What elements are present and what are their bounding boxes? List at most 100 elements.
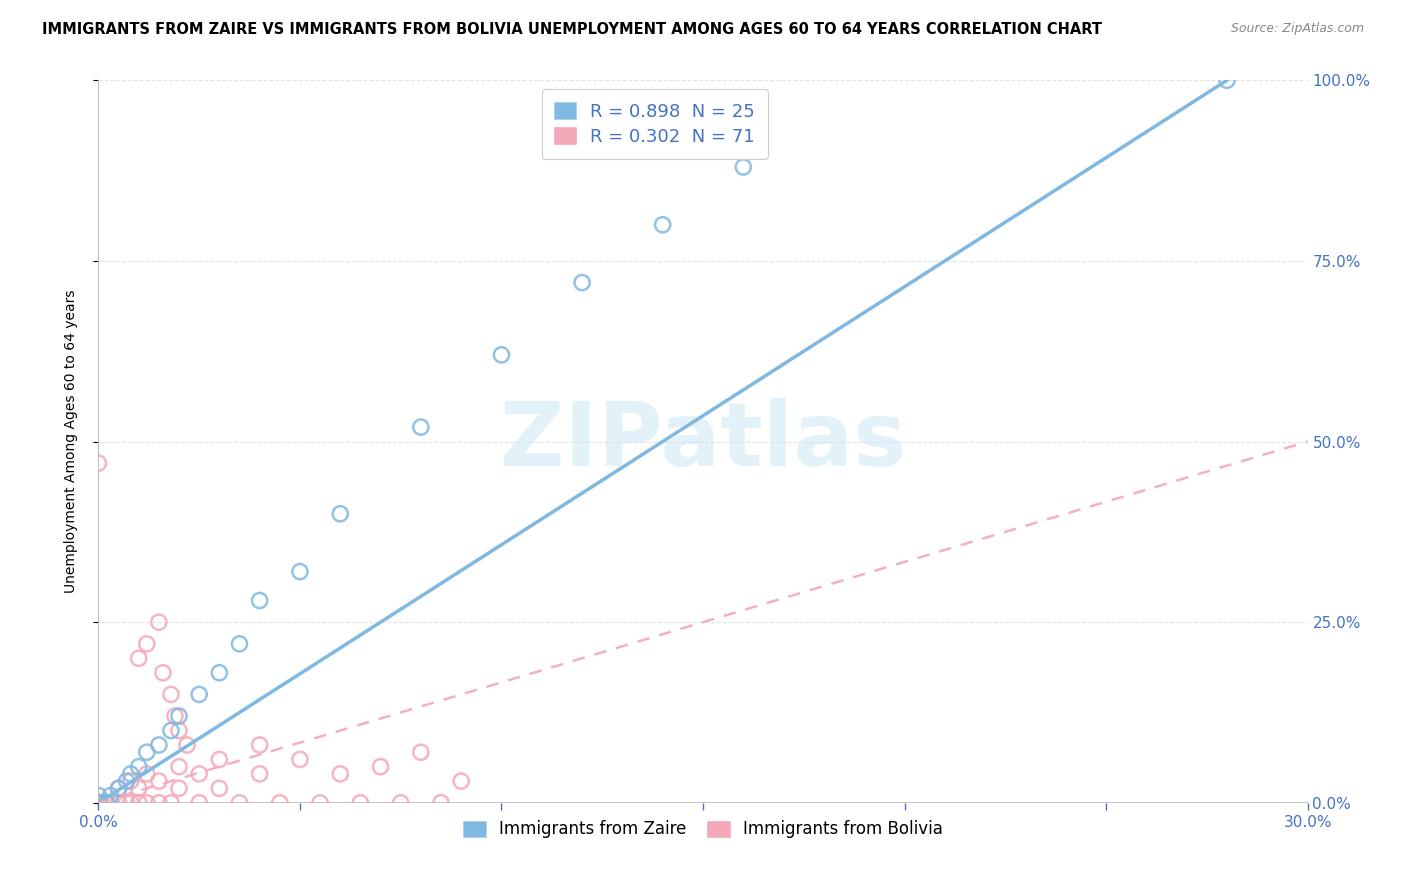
Point (163, 709, 186, 723)
Point (96, 796, 118, 810)
Point (120, 767, 142, 781)
Point (188, 767, 211, 781)
Point (269, 796, 291, 810)
Point (176, 738, 198, 752)
Point (87, 796, 110, 810)
Point (87, 796, 110, 810)
Point (409, 420, 432, 434)
Point (87, 796, 110, 810)
Y-axis label: Unemployment Among Ages 60 to 64 years: Unemployment Among Ages 60 to 64 years (63, 290, 77, 593)
Point (208, 665, 231, 680)
Point (107, 796, 129, 810)
Point (128, 796, 150, 810)
Point (389, 796, 412, 810)
Point (87, 796, 110, 810)
Point (160, 723, 183, 738)
Point (188, 796, 211, 810)
Point (135, 637, 157, 651)
Point (167, 781, 190, 796)
Point (87, 796, 110, 810)
Point (115, 774, 138, 789)
Point (135, 745, 157, 759)
Point (370, 760, 392, 774)
Point (87, 796, 110, 810)
Point (107, 781, 129, 796)
Point (100, 789, 122, 803)
Point (87, 796, 110, 810)
Text: ZIPatlas: ZIPatlas (501, 398, 905, 485)
Point (135, 796, 157, 810)
Point (87, 456, 110, 470)
Point (450, 774, 472, 789)
Point (87, 796, 110, 810)
Point (87, 796, 110, 810)
Point (188, 687, 211, 701)
Point (249, 738, 271, 752)
Text: IMMIGRANTS FROM ZAIRE VS IMMIGRANTS FROM BOLIVIA UNEMPLOYMENT AMONG AGES 60 TO 6: IMMIGRANTS FROM ZAIRE VS IMMIGRANTS FROM… (42, 22, 1102, 37)
Point (160, 687, 183, 701)
Point (100, 796, 122, 810)
Point (87, 796, 110, 810)
Point (120, 796, 142, 810)
Point (87, 796, 110, 810)
Point (87, 796, 110, 810)
Point (329, 507, 352, 521)
Point (87, 796, 110, 810)
Point (87, 796, 110, 810)
Point (329, 767, 352, 781)
Point (152, 665, 174, 680)
Point (87, 796, 110, 810)
Point (148, 615, 170, 630)
Point (135, 767, 157, 781)
Point (309, 796, 332, 810)
Point (87, 796, 110, 810)
Legend: Immigrants from Zaire, Immigrants from Bolivia: Immigrants from Zaire, Immigrants from B… (456, 814, 950, 845)
Point (491, 348, 513, 362)
Point (208, 781, 231, 796)
Point (87, 796, 110, 810)
Point (87, 796, 110, 810)
Point (249, 767, 271, 781)
Point (87, 796, 110, 810)
Point (128, 760, 150, 774)
Point (107, 781, 129, 796)
Point (430, 796, 453, 810)
Point (87, 796, 110, 810)
Point (167, 709, 190, 723)
Point (148, 796, 170, 810)
Point (96, 796, 118, 810)
Point (167, 760, 190, 774)
Point (148, 738, 170, 752)
Point (288, 565, 311, 579)
Point (249, 593, 271, 607)
Text: Source: ZipAtlas.com: Source: ZipAtlas.com (1230, 22, 1364, 36)
Point (349, 796, 371, 810)
Point (128, 781, 150, 796)
Point (651, 218, 673, 232)
Point (87, 796, 110, 810)
Point (228, 637, 250, 651)
Point (87, 789, 110, 803)
Point (87, 796, 110, 810)
Point (160, 796, 183, 810)
Point (87, 796, 110, 810)
Point (87, 796, 110, 810)
Point (733, 160, 755, 174)
Point (87, 796, 110, 810)
Point (1216, 73, 1239, 87)
Point (228, 796, 250, 810)
Point (409, 745, 432, 759)
Point (167, 723, 190, 738)
Point (87, 796, 110, 810)
Point (87, 796, 110, 810)
Point (128, 651, 150, 665)
Point (87, 796, 110, 810)
Point (87, 796, 110, 810)
Point (115, 796, 138, 810)
Point (87, 796, 110, 810)
Point (571, 276, 593, 290)
Point (87, 796, 110, 810)
Point (288, 752, 311, 766)
Point (148, 774, 170, 789)
Point (208, 752, 231, 766)
